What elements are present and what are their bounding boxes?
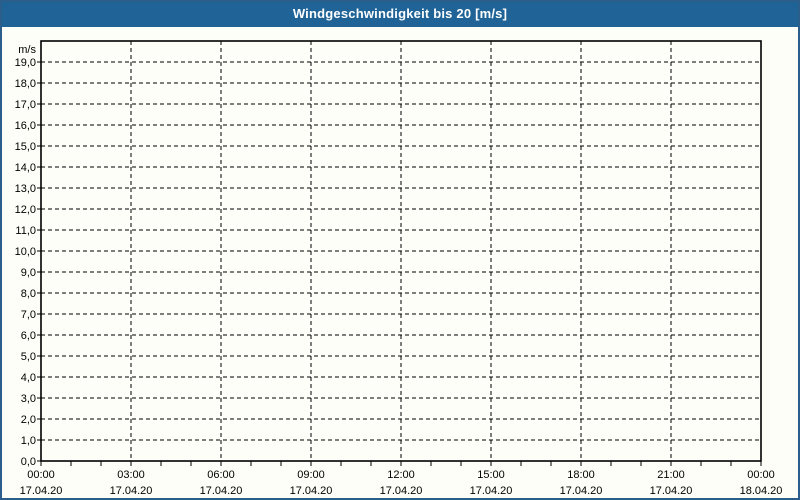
x-axis-time-label: 18:00: [567, 469, 595, 481]
y-axis-tick-label: 1,0: [21, 435, 36, 447]
y-axis-tick-label: 6,0: [21, 330, 36, 342]
x-axis-date-label: 17.04.20: [200, 485, 243, 497]
y-axis-tick-label: 2,0: [21, 414, 36, 426]
y-axis-tick-label: 3,0: [21, 393, 36, 405]
x-axis-date-label: 17.04.20: [650, 485, 693, 497]
plot-area-border: [40, 40, 762, 462]
y-axis-tick-label: 15,0: [15, 141, 36, 153]
y-axis-tick-label: 13,0: [15, 183, 36, 195]
x-axis-date-label: 17.04.20: [470, 485, 513, 497]
y-axis-tick-label: 4,0: [21, 372, 36, 384]
x-axis-time-label: 12:00: [387, 469, 415, 481]
x-axis-time-label: 09:00: [297, 469, 325, 481]
y-axis-tick-label: 10,0: [15, 246, 36, 258]
y-axis-tick-label: 17,0: [15, 99, 36, 111]
x-axis-date-label: 18.04.20: [740, 485, 783, 497]
y-axis-tick-label: 16,0: [15, 120, 36, 132]
x-axis-date-label: 17.04.20: [560, 485, 603, 497]
y-axis-tick-label: 9,0: [21, 267, 36, 279]
chart-title: Windgeschwindigkeit bis 20 [m/s]: [292, 6, 508, 21]
chart-title-bar: Windgeschwindigkeit bis 20 [m/s]: [0, 0, 800, 27]
y-axis-tick-label: 0,0: [21, 456, 36, 468]
x-axis-date-label: 17.04.20: [290, 485, 333, 497]
y-axis-tick-label: 8,0: [21, 288, 36, 300]
y-axis-tick-label: 11,0: [15, 225, 36, 237]
x-axis-date-label: 17.04.20: [110, 485, 153, 497]
y-axis-tick-label: 14,0: [15, 162, 36, 174]
x-axis-date-label: 17.04.20: [380, 485, 423, 497]
y-axis-unit-label: m/s: [18, 44, 36, 56]
x-axis-date-label: 17.04.20: [20, 485, 63, 497]
x-axis-time-label: 15:00: [477, 469, 505, 481]
x-axis-time-label: 00:00: [27, 469, 55, 481]
x-axis-time-label: 03:00: [117, 469, 145, 481]
y-axis-tick-label: 7,0: [21, 309, 36, 321]
x-axis-time-label: 00:00: [747, 469, 775, 481]
x-axis-time-label: 21:00: [657, 469, 685, 481]
x-axis-time-label: 06:00: [207, 469, 235, 481]
y-axis-tick-label: 19,0: [15, 57, 36, 69]
y-axis-tick-label: 18,0: [15, 78, 36, 90]
y-axis-tick-label: 5,0: [21, 351, 36, 363]
y-axis-tick-label: 12,0: [15, 204, 36, 216]
